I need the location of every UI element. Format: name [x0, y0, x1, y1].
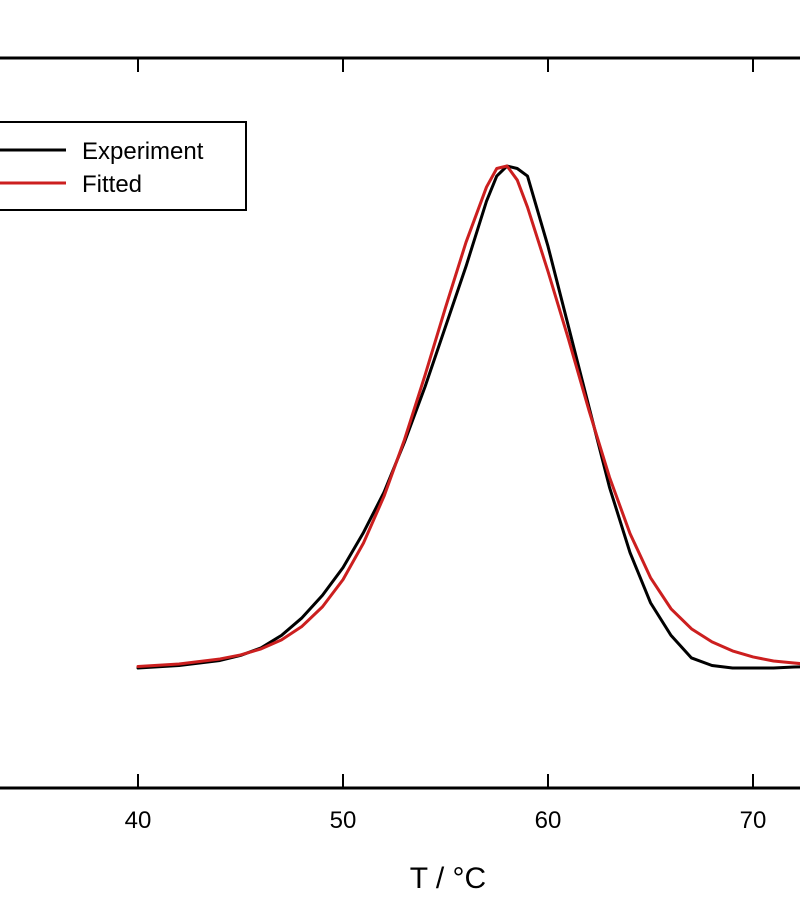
x-tick-label-70: 70: [740, 807, 767, 834]
series-layer: [136, 164, 800, 670]
x-axis-title: T / °C: [410, 862, 486, 895]
x-tick-label-60: 60: [535, 807, 562, 834]
series-line-experiment: [136, 164, 800, 670]
x-tick-label-40: 40: [125, 807, 152, 834]
legend-box: [0, 121, 247, 211]
legend-label-experiment: Experiment: [82, 138, 204, 165]
plot-frame: [0, 56, 800, 790]
x-axis-tick-labels: 40 50 60 70: [125, 807, 767, 834]
legend-label-fitted: Fitted: [82, 171, 142, 198]
x-tick-label-50: 50: [330, 807, 357, 834]
legend: Experiment Fitted: [0, 121, 247, 211]
x-axis-ticks: [137, 58, 754, 788]
series-line-fitted: [136, 164, 800, 668]
